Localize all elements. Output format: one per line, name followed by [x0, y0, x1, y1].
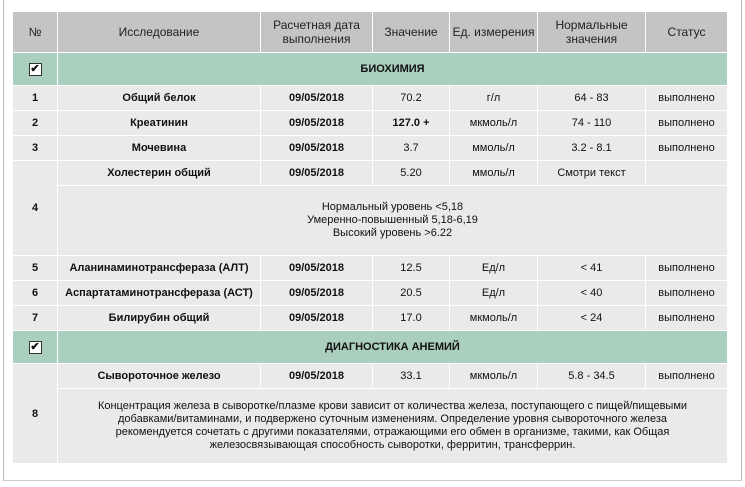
cell-name: Аспартатаминотрансфераза (АСТ) [57, 280, 261, 306]
cell-status: выполнено [645, 110, 728, 136]
note-cell: Нормальный уровень <5,18 Умеренно-повышен… [57, 185, 728, 256]
column-header: № [12, 11, 58, 53]
column-header: Ед. измерения [449, 11, 538, 53]
table-row: 7 Билирубин общий 09/05/2018 17.0 мкмоль/л < … [12, 305, 728, 331]
row-number: 7 [12, 305, 58, 331]
cell-unit: Ед/л [449, 280, 538, 306]
cell-norm: < 24 [537, 305, 646, 331]
cell-status: выполнено [645, 305, 728, 331]
table-row: 3 Мочевина 09/05/2018 3.7 ммоль/л 3.2 - 8.1 вы… [12, 135, 728, 161]
cell-name: Общий белок [57, 85, 261, 111]
cell-norm: 3.2 - 8.1 [537, 135, 646, 161]
column-header: Статус [645, 11, 728, 53]
cell-unit: мкмоль/л [449, 305, 538, 331]
column-header: Значение [372, 11, 450, 53]
header-row: № Исследование Расчетная дата выполнения Зн… [12, 11, 728, 53]
cell-unit: ммоль/л [449, 160, 538, 186]
cell-date: 09/05/2018 [260, 110, 373, 136]
table-row: 5 Аланинаминотрансфераза (АЛТ) 09/05/2018 1… [12, 255, 728, 281]
note-row: Нормальный уровень <5,18 Умеренно-повышен… [13, 185, 728, 256]
cell-value: 33.1 [372, 363, 450, 389]
note-line: Концентрация железа в сыворотке/плазме к… [97, 400, 688, 412]
section-title: ДИАГНОСТИКА АНЕМИЙ [57, 330, 728, 364]
cell-date: 09/05/2018 [260, 135, 373, 161]
cell-status: выполнено [645, 85, 728, 111]
cell-date: 09/05/2018 [260, 85, 373, 111]
cell-name: Билирубин общий [57, 305, 261, 331]
cell-norm: < 40 [537, 280, 646, 306]
results-table: № Исследование Расчетная дата выполнения Зн… [12, 11, 728, 464]
cell-unit: Ед/л [449, 255, 538, 281]
cell-value: 17.0 [372, 305, 450, 331]
column-header: Нормальные значения [537, 11, 646, 53]
note-line: Высокий уровень >6.22 [332, 227, 453, 239]
cell-name: Мочевина [57, 135, 261, 161]
cell-unit: ммоль/л [449, 135, 538, 161]
cell-norm: 5.8 - 34.5 [537, 363, 646, 389]
table-row: 1 Общий белок 09/05/2018 70.2 г/л 64 - 83 выпо… [12, 85, 728, 111]
row-number: 1 [12, 85, 58, 111]
column-header: Расчетная дата выполнения [260, 11, 373, 53]
cell-norm: 74 - 110 [537, 110, 646, 136]
row-number: 8 [12, 363, 58, 464]
row-number: 4 [12, 160, 58, 256]
table-row: 2 Креатинин 09/05/2018 127.0 + мкмоль/л 74 - … [12, 110, 728, 136]
section-checkbox[interactable]: ✔ [28, 340, 42, 354]
cell-name: Холестерин общий [57, 160, 261, 186]
row-number: 3 [12, 135, 58, 161]
cell-status: выполнено [645, 363, 728, 389]
cell-date: 09/05/2018 [260, 280, 373, 306]
cell-value: 127.0 + [372, 110, 450, 136]
cell-unit: г/л [449, 85, 538, 111]
cell-unit: мкмоль/л [449, 363, 538, 389]
cell-value: 70.2 [372, 85, 450, 111]
cell-value: 3.7 [372, 135, 450, 161]
cell-norm: Смотри текст [537, 160, 646, 186]
section-row: ✔ ДИАГНОСТИКА АНЕМИЙ [12, 330, 728, 364]
cell-norm: 64 - 83 [537, 85, 646, 111]
section-title: БИОХИМИЯ [57, 52, 728, 86]
note-line: добавками/витаминами, и подвержено суточ… [118, 413, 667, 425]
row-number: 2 [12, 110, 58, 136]
table-row: 6 Аспартатаминотрансфераза (АСТ) 09/05/201… [12, 280, 728, 306]
cell-value: 20.5 [372, 280, 450, 306]
cell-status: выполнено [645, 280, 728, 306]
panel-frame [3, 0, 742, 481]
note-line: Умеренно-повышенный 5,18-6,19 [307, 214, 478, 226]
cell-name: Креатинин [57, 110, 261, 136]
cell-value: 5.20 [372, 160, 450, 186]
table-row: 4 Холестерин общий 09/05/2018 5.20 ммоль/л См… [12, 160, 728, 256]
cell-date: 09/05/2018 [260, 305, 373, 331]
cell-unit: мкмоль/л [449, 110, 538, 136]
table-row: 8 Сывороточное железо 09/05/2018 33.1 мкмоль… [12, 363, 728, 464]
row-number: 6 [12, 280, 58, 306]
column-header: Исследование [57, 11, 261, 53]
cell-date: 09/05/2018 [260, 160, 373, 186]
note-line: железосвязывающая способность сыворотки,… [209, 439, 576, 451]
section-checkbox[interactable]: ✔ [28, 62, 42, 76]
note-line: Нормальный уровень <5,18 [321, 201, 464, 213]
row-number: 5 [12, 255, 58, 281]
cell-norm: < 41 [537, 255, 646, 281]
cell-name: Аланинаминотрансфераза (АЛТ) [57, 255, 261, 281]
cell-status: выполнено [645, 255, 728, 281]
note-line: рекомендуется сочетать с другими показат… [115, 426, 670, 438]
cell-value: 12.5 [372, 255, 450, 281]
cell-name: Сывороточное железо [57, 363, 261, 389]
note-row: Концентрация железа в сыворотке/плазме к… [13, 388, 728, 464]
cell-status [645, 160, 728, 186]
section-row: ✔ БИОХИМИЯ [12, 52, 728, 86]
cell-date: 09/05/2018 [260, 363, 373, 389]
cell-status: выполнено [645, 135, 728, 161]
note-cell: Концентрация железа в сыворотке/плазме к… [57, 388, 728, 464]
cell-date: 09/05/2018 [260, 255, 373, 281]
